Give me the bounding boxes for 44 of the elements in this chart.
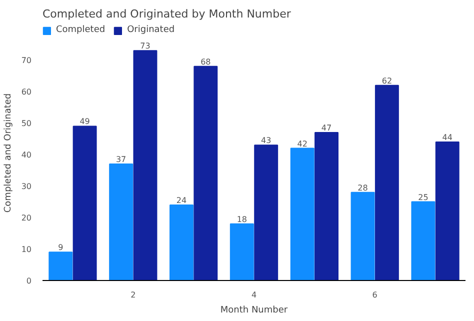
x-tick-label: 2 xyxy=(130,290,136,300)
bar xyxy=(254,144,278,280)
chart-title: Completed and Originated by Month Number xyxy=(42,8,292,20)
bar xyxy=(290,148,314,280)
data-label: 68 xyxy=(200,57,211,66)
bar xyxy=(109,164,134,280)
y-tick-label: 0 xyxy=(26,276,32,286)
bar xyxy=(170,204,194,280)
legend-label: Completed xyxy=(56,25,106,35)
y-tick-label: 30 xyxy=(21,182,32,192)
bar xyxy=(374,84,399,280)
data-label: 43 xyxy=(260,136,272,146)
bar xyxy=(194,66,218,280)
data-label: 28 xyxy=(358,183,368,192)
y-axis-title: Completed and Originated xyxy=(3,93,14,213)
data-label: 25 xyxy=(418,192,428,202)
bar xyxy=(314,132,338,280)
y-tick-label: 60 xyxy=(21,88,32,97)
bar xyxy=(48,252,73,280)
bar xyxy=(230,223,254,280)
y-tick-label: 50 xyxy=(21,119,32,128)
data-label: 62 xyxy=(382,76,392,86)
data-label: 42 xyxy=(297,139,308,148)
data-label: 73 xyxy=(140,42,150,51)
data-label: 44 xyxy=(442,132,452,142)
data-label: 18 xyxy=(236,214,248,224)
x-tick-label: 4 xyxy=(251,290,257,300)
bar xyxy=(350,192,375,280)
y-tick-label: 10 xyxy=(21,245,32,254)
data-label: 49 xyxy=(80,117,90,126)
bar xyxy=(411,201,436,280)
data-label: 37 xyxy=(116,155,126,164)
x-axis-title: Month Number xyxy=(220,306,288,316)
bar xyxy=(133,50,158,280)
x-tick-label: 6 xyxy=(372,290,378,300)
bar xyxy=(72,126,97,280)
y-tick-label: 40 xyxy=(21,150,32,160)
data-label: 47 xyxy=(321,124,332,133)
y-tick-label: 70 xyxy=(21,56,32,66)
legend-label: Originated xyxy=(127,25,175,35)
bar xyxy=(435,141,460,280)
y-tick-label: 20 xyxy=(21,214,32,223)
data-label: 9 xyxy=(58,243,64,252)
data-label: 24 xyxy=(176,196,187,205)
